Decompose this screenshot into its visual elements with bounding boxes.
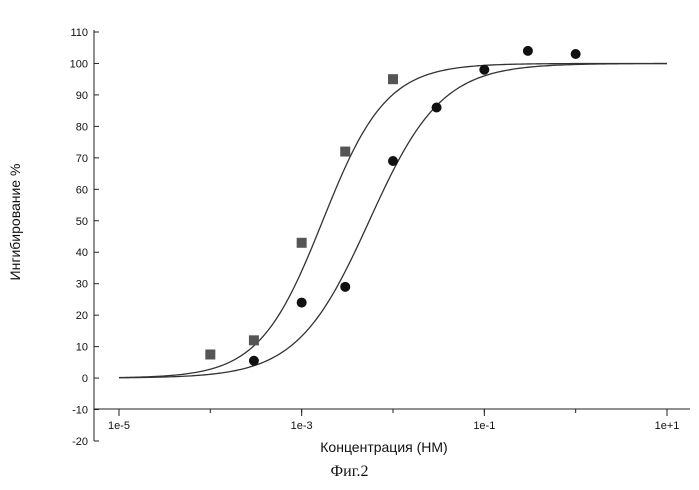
figure-caption: Фиг.2 [0, 463, 699, 481]
circle-point [340, 282, 350, 292]
y-tick-label: 80 [76, 121, 88, 133]
x-axis-title: Концентрация (НМ) [320, 439, 447, 455]
fit-curve-series-1 [119, 63, 667, 377]
square-point [340, 147, 350, 157]
square-point [249, 335, 259, 345]
circle-point [479, 65, 489, 75]
y-tick-label: 60 [76, 184, 88, 196]
circle-point [249, 356, 259, 366]
x-tick-label: 1e+1 [655, 420, 680, 432]
fit-curve-series-2 [119, 64, 667, 378]
y-tick-label: 30 [76, 279, 88, 291]
y-axis-title: Ингибирование % [7, 164, 23, 281]
y-tick-label: 50 [76, 216, 88, 228]
y-tick-label: 0 [82, 373, 88, 385]
y-tick-label: 100 [70, 58, 88, 70]
circle-point [571, 49, 581, 59]
square-point [388, 74, 398, 84]
x-tick-label: 1e-5 [108, 420, 130, 432]
y-tick-label: 90 [76, 90, 88, 102]
y-axis: -20 -10 0 10 20 30 40 50 60 70 80 90 100 110 [70, 27, 99, 448]
circle-point [388, 156, 398, 166]
square-point [205, 349, 215, 359]
y-tick-label: -20 [72, 436, 88, 448]
y-tick-label: 110 [70, 27, 88, 39]
y-tick-label: 40 [76, 247, 88, 259]
x-tick-label: 1e-3 [291, 420, 313, 432]
x-tick-label: 1e-1 [473, 420, 495, 432]
circle-point [297, 298, 307, 308]
y-tick-label: -10 [72, 405, 88, 417]
x-axis: 1e-5 1e-3 1e-1 1e+1 [94, 409, 690, 432]
fit-curves [119, 63, 667, 377]
square-point [297, 238, 307, 248]
circle-point [523, 46, 533, 56]
circle-point [432, 103, 442, 113]
y-tick-label: 20 [76, 310, 88, 322]
y-tick-label: 10 [76, 342, 88, 354]
y-tick-label: 70 [76, 153, 88, 165]
